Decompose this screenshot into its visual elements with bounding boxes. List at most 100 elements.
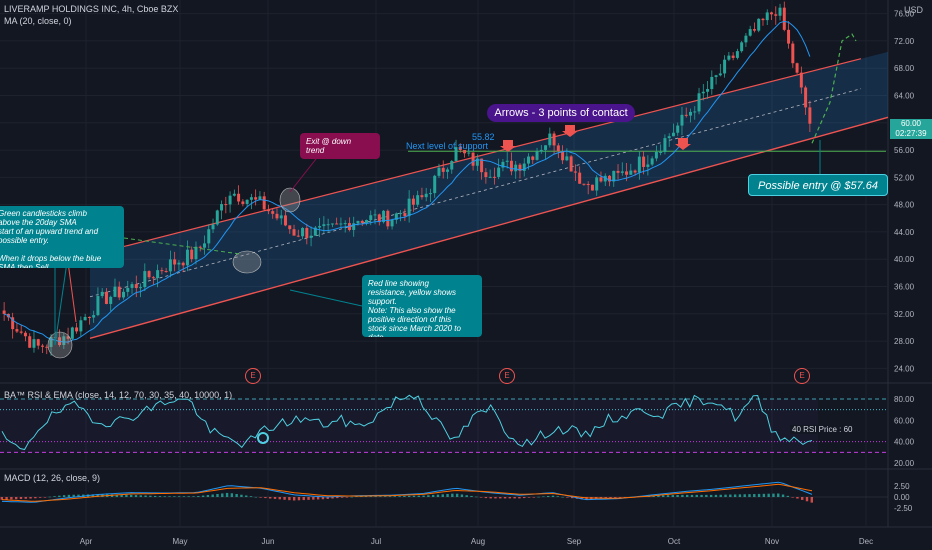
macd-histogram-bar — [364, 496, 368, 497]
last-price-badge: 60.00 — [890, 119, 932, 129]
macd-histogram-bar — [168, 496, 171, 497]
macd-histogram-bar — [340, 497, 344, 498]
candle-body — [181, 262, 185, 266]
macd-histogram-bar — [110, 494, 114, 497]
macd-histogram-bar — [455, 493, 459, 497]
candle-body — [471, 152, 475, 166]
macd-histogram-bar — [125, 494, 128, 497]
macd-histogram-bar — [681, 494, 684, 497]
macd-histogram-bar — [350, 496, 353, 498]
earnings-marker-1[interactable]: E — [245, 368, 261, 384]
macd-histogram-bar — [441, 494, 444, 497]
annotation-connector — [289, 158, 317, 193]
countdown-badge: 02:27:39 — [890, 129, 932, 139]
macd-histogram-bar — [24, 497, 27, 499]
candle-body — [556, 145, 560, 152]
macd-histogram-bar — [345, 497, 349, 498]
candle-body — [782, 7, 786, 30]
macd-histogram-bar — [781, 494, 785, 497]
macd-histogram-bar — [197, 496, 200, 497]
time-tick-label: Nov — [765, 537, 779, 546]
macd-histogram-bar — [5, 497, 8, 500]
macd-histogram-bar — [374, 496, 377, 497]
candle-body — [15, 329, 19, 332]
candle-body — [650, 158, 654, 165]
rsi-indicator-label[interactable]: BA™ RSI & EMA (close, 14, 12, 70, 30, 35… — [4, 390, 233, 400]
candle-body — [424, 193, 428, 198]
projection-path — [811, 33, 857, 144]
candle-body — [28, 336, 32, 348]
resistance-note[interactable]: Red line showing resistance, yellow show… — [362, 275, 482, 337]
earnings-marker-3[interactable]: E — [794, 368, 810, 384]
macd-histogram-bar — [158, 496, 162, 497]
candle-body — [313, 227, 317, 236]
green-candles-note[interactable]: Green candlesticks climb above the 20day… — [0, 206, 124, 268]
macd-histogram-bar — [743, 494, 746, 497]
candle-body — [75, 327, 79, 332]
macd-histogram-bar — [225, 492, 229, 497]
candle-body — [224, 204, 228, 206]
candle-body — [394, 213, 398, 220]
macd-histogram-bar — [48, 496, 51, 498]
macd-indicator-label[interactable]: MACD (12, 26, close, 9) — [4, 473, 101, 483]
macd-histogram-bar — [182, 496, 186, 497]
candle-body — [497, 167, 501, 177]
price-tick-label: 64.00 — [894, 92, 915, 101]
macd-histogram-bar — [384, 496, 387, 497]
candle-body — [548, 133, 552, 146]
macd-histogram-bar — [436, 494, 440, 497]
candle-body — [305, 227, 309, 238]
price-tick-label: 52.00 — [894, 173, 915, 182]
candle-body — [450, 161, 454, 170]
candle-body — [731, 55, 735, 58]
macd-histogram-bar — [34, 497, 37, 499]
candle-body — [373, 214, 377, 216]
price-tick-label: 32.00 — [894, 310, 915, 319]
candle-body — [160, 270, 164, 272]
macd-histogram-bar — [542, 496, 545, 497]
channel-midline — [89, 88, 862, 298]
macd-histogram-bar — [561, 496, 564, 498]
candle-body — [113, 286, 117, 297]
macd-histogram-bar — [379, 496, 382, 497]
macd-histogram-bar — [431, 494, 435, 497]
candle-body — [134, 284, 138, 289]
macd-histogram-bar — [422, 495, 425, 497]
candle-body — [480, 158, 484, 173]
rsi-panel[interactable] — [0, 394, 888, 453]
earnings-marker-2[interactable]: E — [499, 368, 515, 384]
candle-body — [765, 12, 769, 21]
arrows-note[interactable]: Arrows - 3 points of contact — [487, 104, 635, 122]
macd-histogram-bar — [719, 494, 722, 497]
macd-histogram-bar — [705, 494, 708, 497]
entry-note[interactable]: Possible entry @ $57.64 — [748, 174, 888, 196]
candle-body — [143, 271, 147, 288]
annotation-connector — [67, 261, 77, 323]
ma-indicator-label[interactable]: MA (20, close, 0) — [4, 16, 72, 26]
candle-body — [701, 91, 705, 94]
candle-body — [561, 151, 565, 161]
candle-body — [245, 199, 249, 204]
macd-histogram-bar — [451, 493, 454, 497]
macd-histogram-bar — [570, 497, 574, 499]
candle-body — [190, 249, 194, 260]
candlesticks — [2, 1, 812, 356]
exit-note[interactable]: Exit @ down trend — [300, 133, 380, 159]
macd-histogram-bar — [810, 497, 813, 503]
macd-histogram-bar — [417, 495, 420, 497]
macd-panel[interactable] — [0, 481, 888, 503]
candle-body — [590, 184, 594, 191]
annotation-connector — [289, 289, 363, 307]
candle-body — [386, 210, 390, 227]
macd-histogram-bar — [288, 497, 291, 501]
candle-body — [96, 296, 100, 316]
candle-body — [804, 87, 808, 108]
candle-body — [787, 29, 791, 44]
candle-body — [488, 176, 492, 178]
chart-symbol-title[interactable]: LIVERAMP HOLDINGS INC, 4h, Cboe BZX — [4, 4, 179, 14]
candle-body — [122, 291, 125, 298]
macd-histogram-bar — [216, 493, 219, 497]
macd-histogram-bar — [709, 494, 713, 497]
macd-histogram-bar — [312, 497, 315, 500]
